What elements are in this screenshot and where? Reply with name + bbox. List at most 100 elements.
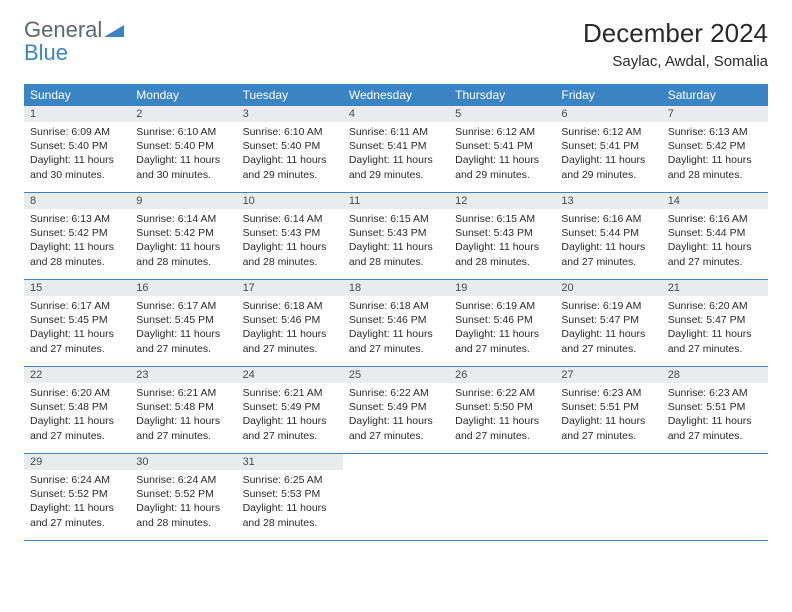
- calendar-cell: 20Sunrise: 6:19 AMSunset: 5:47 PMDayligh…: [555, 280, 661, 367]
- logo-text: General Blue: [24, 18, 124, 64]
- calendar-cell-empty: [662, 454, 768, 541]
- calendar-cell: 24Sunrise: 6:21 AMSunset: 5:49 PMDayligh…: [237, 367, 343, 454]
- calendar-cell: 3Sunrise: 6:10 AMSunset: 5:40 PMDaylight…: [237, 106, 343, 193]
- day-number: 28: [662, 367, 768, 383]
- day-details: Sunrise: 6:23 AMSunset: 5:51 PMDaylight:…: [555, 383, 661, 448]
- day-number: 14: [662, 193, 768, 209]
- day-number: 5: [449, 106, 555, 122]
- calendar-cell: 18Sunrise: 6:18 AMSunset: 5:46 PMDayligh…: [343, 280, 449, 367]
- day-details: Sunrise: 6:22 AMSunset: 5:50 PMDaylight:…: [449, 383, 555, 448]
- calendar-cell: 17Sunrise: 6:18 AMSunset: 5:46 PMDayligh…: [237, 280, 343, 367]
- day-details: Sunrise: 6:18 AMSunset: 5:46 PMDaylight:…: [237, 296, 343, 361]
- calendar-cell: 26Sunrise: 6:22 AMSunset: 5:50 PMDayligh…: [449, 367, 555, 454]
- logo-word-general: General: [24, 17, 102, 42]
- day-number: 12: [449, 193, 555, 209]
- calendar-cell: 22Sunrise: 6:20 AMSunset: 5:48 PMDayligh…: [24, 367, 130, 454]
- day-number: 2: [130, 106, 236, 122]
- day-number: 26: [449, 367, 555, 383]
- calendar-cell: 25Sunrise: 6:22 AMSunset: 5:49 PMDayligh…: [343, 367, 449, 454]
- logo-word-blue: Blue: [24, 40, 68, 65]
- day-details: Sunrise: 6:18 AMSunset: 5:46 PMDaylight:…: [343, 296, 449, 361]
- calendar-cell: 13Sunrise: 6:16 AMSunset: 5:44 PMDayligh…: [555, 193, 661, 280]
- day-details: Sunrise: 6:11 AMSunset: 5:41 PMDaylight:…: [343, 122, 449, 187]
- calendar-cell: 30Sunrise: 6:24 AMSunset: 5:52 PMDayligh…: [130, 454, 236, 541]
- day-number: 20: [555, 280, 661, 296]
- day-number: 30: [130, 454, 236, 470]
- calendar-cell: 4Sunrise: 6:11 AMSunset: 5:41 PMDaylight…: [343, 106, 449, 193]
- day-details: Sunrise: 6:14 AMSunset: 5:42 PMDaylight:…: [130, 209, 236, 274]
- calendar-cell: 23Sunrise: 6:21 AMSunset: 5:48 PMDayligh…: [130, 367, 236, 454]
- header: General Blue December 2024 Saylac, Awdal…: [24, 18, 768, 70]
- calendar-week-row: 15Sunrise: 6:17 AMSunset: 5:45 PMDayligh…: [24, 280, 768, 367]
- day-number: 7: [662, 106, 768, 122]
- day-details: Sunrise: 6:13 AMSunset: 5:42 PMDaylight:…: [24, 209, 130, 274]
- day-details: Sunrise: 6:19 AMSunset: 5:46 PMDaylight:…: [449, 296, 555, 361]
- calendar-cell: 21Sunrise: 6:20 AMSunset: 5:47 PMDayligh…: [662, 280, 768, 367]
- day-details: Sunrise: 6:16 AMSunset: 5:44 PMDaylight:…: [662, 209, 768, 274]
- calendar-cell: 12Sunrise: 6:15 AMSunset: 5:43 PMDayligh…: [449, 193, 555, 280]
- day-number: 19: [449, 280, 555, 296]
- day-number: 25: [343, 367, 449, 383]
- day-number: 18: [343, 280, 449, 296]
- calendar-cell: 8Sunrise: 6:13 AMSunset: 5:42 PMDaylight…: [24, 193, 130, 280]
- day-number: 6: [555, 106, 661, 122]
- calendar-cell: 6Sunrise: 6:12 AMSunset: 5:41 PMDaylight…: [555, 106, 661, 193]
- calendar-week-row: 8Sunrise: 6:13 AMSunset: 5:42 PMDaylight…: [24, 193, 768, 280]
- day-details: Sunrise: 6:21 AMSunset: 5:49 PMDaylight:…: [237, 383, 343, 448]
- day-details: Sunrise: 6:20 AMSunset: 5:47 PMDaylight:…: [662, 296, 768, 361]
- day-number: 31: [237, 454, 343, 470]
- calendar-cell: 16Sunrise: 6:17 AMSunset: 5:45 PMDayligh…: [130, 280, 236, 367]
- calendar-week-row: 22Sunrise: 6:20 AMSunset: 5:48 PMDayligh…: [24, 367, 768, 454]
- calendar-cell: 5Sunrise: 6:12 AMSunset: 5:41 PMDaylight…: [449, 106, 555, 193]
- day-header: Thursday: [449, 84, 555, 106]
- day-details: Sunrise: 6:23 AMSunset: 5:51 PMDaylight:…: [662, 383, 768, 448]
- day-number: 21: [662, 280, 768, 296]
- day-number: 9: [130, 193, 236, 209]
- day-number: 23: [130, 367, 236, 383]
- calendar-cell: 2Sunrise: 6:10 AMSunset: 5:40 PMDaylight…: [130, 106, 236, 193]
- calendar-cell: 14Sunrise: 6:16 AMSunset: 5:44 PMDayligh…: [662, 193, 768, 280]
- day-number: 11: [343, 193, 449, 209]
- day-details: Sunrise: 6:22 AMSunset: 5:49 PMDaylight:…: [343, 383, 449, 448]
- calendar-cell: 28Sunrise: 6:23 AMSunset: 5:51 PMDayligh…: [662, 367, 768, 454]
- logo-triangle-icon: [104, 23, 124, 37]
- day-number: 27: [555, 367, 661, 383]
- calendar-cell: 10Sunrise: 6:14 AMSunset: 5:43 PMDayligh…: [237, 193, 343, 280]
- day-number: 1: [24, 106, 130, 122]
- day-header: Monday: [130, 84, 236, 106]
- location-text: Saylac, Awdal, Somalia: [583, 53, 768, 70]
- day-details: Sunrise: 6:15 AMSunset: 5:43 PMDaylight:…: [343, 209, 449, 274]
- day-details: Sunrise: 6:15 AMSunset: 5:43 PMDaylight:…: [449, 209, 555, 274]
- day-details: Sunrise: 6:16 AMSunset: 5:44 PMDaylight:…: [555, 209, 661, 274]
- day-details: Sunrise: 6:17 AMSunset: 5:45 PMDaylight:…: [130, 296, 236, 361]
- day-number: 8: [24, 193, 130, 209]
- calendar-table: SundayMondayTuesdayWednesdayThursdayFrid…: [24, 84, 768, 541]
- day-details: Sunrise: 6:24 AMSunset: 5:52 PMDaylight:…: [24, 470, 130, 535]
- day-number: 24: [237, 367, 343, 383]
- day-details: Sunrise: 6:19 AMSunset: 5:47 PMDaylight:…: [555, 296, 661, 361]
- page-title: December 2024: [583, 18, 768, 49]
- day-header: Saturday: [662, 84, 768, 106]
- calendar-cell-empty: [555, 454, 661, 541]
- calendar-cell-empty: [343, 454, 449, 541]
- day-number: 17: [237, 280, 343, 296]
- day-details: Sunrise: 6:14 AMSunset: 5:43 PMDaylight:…: [237, 209, 343, 274]
- day-number: 10: [237, 193, 343, 209]
- day-details: Sunrise: 6:09 AMSunset: 5:40 PMDaylight:…: [24, 122, 130, 187]
- title-block: December 2024 Saylac, Awdal, Somalia: [583, 18, 768, 70]
- day-details: Sunrise: 6:20 AMSunset: 5:48 PMDaylight:…: [24, 383, 130, 448]
- day-number: 16: [130, 280, 236, 296]
- calendar-cell: 7Sunrise: 6:13 AMSunset: 5:42 PMDaylight…: [662, 106, 768, 193]
- day-number: 22: [24, 367, 130, 383]
- day-details: Sunrise: 6:13 AMSunset: 5:42 PMDaylight:…: [662, 122, 768, 187]
- calendar-cell: 19Sunrise: 6:19 AMSunset: 5:46 PMDayligh…: [449, 280, 555, 367]
- day-details: Sunrise: 6:12 AMSunset: 5:41 PMDaylight:…: [555, 122, 661, 187]
- day-header: Wednesday: [343, 84, 449, 106]
- day-header: Tuesday: [237, 84, 343, 106]
- day-header: Sunday: [24, 84, 130, 106]
- day-details: Sunrise: 6:25 AMSunset: 5:53 PMDaylight:…: [237, 470, 343, 535]
- calendar-week-row: 1Sunrise: 6:09 AMSunset: 5:40 PMDaylight…: [24, 106, 768, 193]
- day-number: 15: [24, 280, 130, 296]
- day-number: 4: [343, 106, 449, 122]
- day-details: Sunrise: 6:12 AMSunset: 5:41 PMDaylight:…: [449, 122, 555, 187]
